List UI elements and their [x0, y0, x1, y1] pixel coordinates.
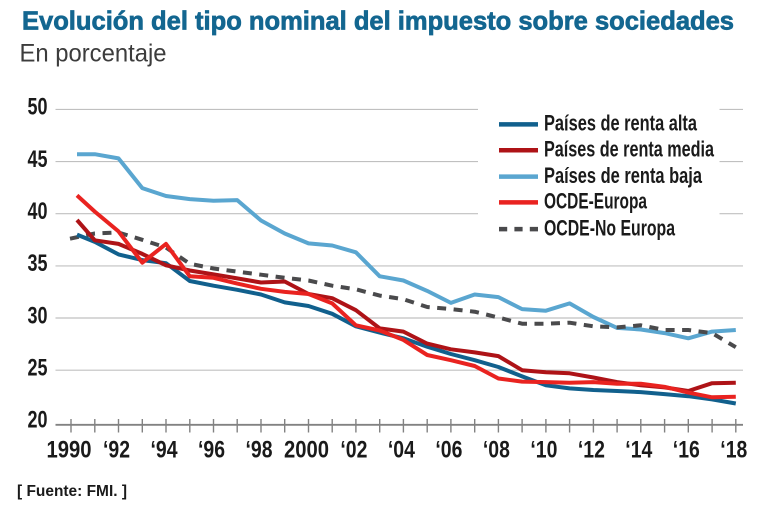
svg-text:30: 30	[28, 302, 48, 329]
svg-text:‘06: ‘06	[435, 437, 462, 464]
svg-text:‘02: ‘02	[340, 437, 367, 464]
svg-text:[ Fuente: FMI. ]: [ Fuente: FMI. ]	[17, 483, 127, 500]
svg-text:‘16: ‘16	[673, 437, 700, 464]
svg-text:Evolución del tipo nominal del: Evolución del tipo nominal del impuesto …	[22, 6, 734, 36]
svg-text:20: 20	[28, 407, 48, 434]
svg-text:OCDE-No Europa: OCDE-No Europa	[544, 215, 676, 240]
svg-text:50: 50	[28, 94, 48, 121]
svg-text:25: 25	[28, 355, 48, 382]
svg-text:‘12: ‘12	[578, 437, 605, 464]
svg-text:Países de renta baja: Países de renta baja	[544, 163, 703, 188]
svg-text:45: 45	[28, 146, 48, 173]
svg-text:‘98: ‘98	[246, 437, 273, 464]
svg-text:Países de renta media: Países de renta media	[544, 137, 715, 162]
svg-text:40: 40	[28, 198, 48, 225]
svg-text:2000: 2000	[284, 437, 329, 464]
svg-text:‘10: ‘10	[530, 437, 557, 464]
svg-text:En porcentaje: En porcentaje	[20, 40, 167, 68]
svg-text:OCDE-Europa: OCDE-Europa	[544, 189, 648, 214]
svg-text:‘04: ‘04	[388, 437, 416, 464]
svg-text:35: 35	[28, 250, 48, 277]
svg-text:‘08: ‘08	[483, 437, 510, 464]
svg-text:‘14: ‘14	[625, 437, 653, 464]
svg-text:‘96: ‘96	[198, 437, 225, 464]
svg-text:1990: 1990	[47, 437, 92, 464]
svg-text:Países de renta alta: Países de renta alta	[544, 111, 698, 136]
svg-text:‘94: ‘94	[151, 437, 179, 464]
svg-text:‘92: ‘92	[103, 437, 130, 464]
svg-text:‘18: ‘18	[720, 437, 747, 464]
